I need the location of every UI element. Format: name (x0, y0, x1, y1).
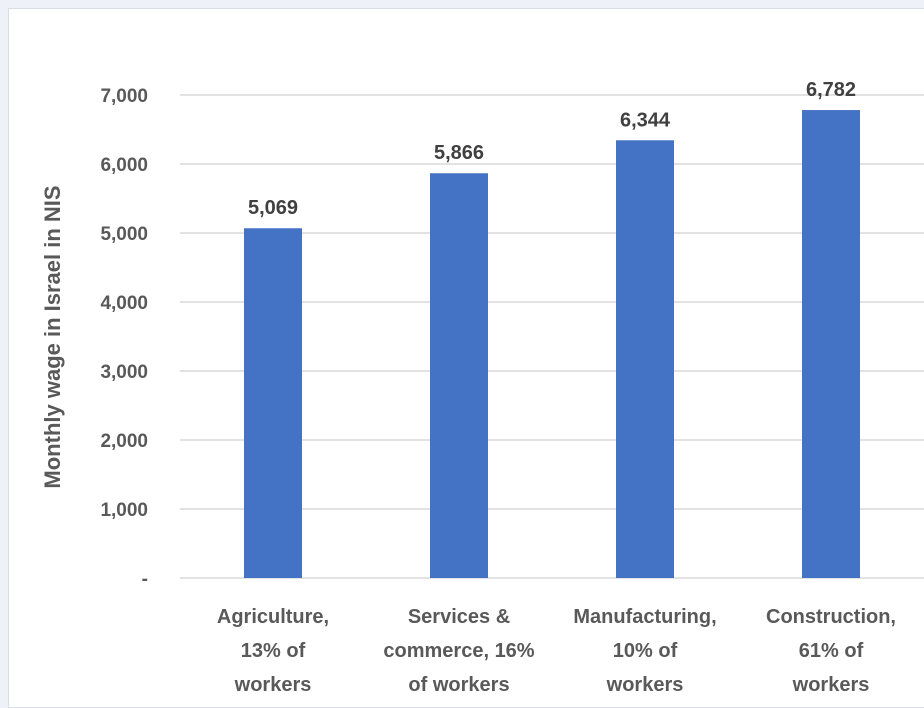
data-label: 6,782 (806, 79, 856, 101)
y-tick-label: 1,000 (100, 500, 148, 521)
x-category-label: Manufacturing, (573, 606, 716, 628)
y-tick-label: 2,000 (100, 431, 148, 452)
x-category-label: Construction, (766, 606, 896, 628)
bar (244, 228, 302, 578)
x-category-label: 13% of (241, 640, 306, 662)
bar (430, 173, 488, 578)
y-tick-label: 6,000 (100, 155, 148, 176)
x-axis-categories: Agriculture, 13% of workers Services & comme… (217, 606, 896, 696)
x-category-label: workers (606, 674, 684, 696)
gridlines (180, 94, 924, 579)
x-category-label: workers (792, 674, 870, 696)
y-axis-ticks: - 1,000 2,000 3,000 4,000 5,000 6,000 7,000 (100, 86, 148, 590)
y-tick-label: - (142, 569, 148, 590)
data-labels: 5,069 5,866 6,344 6,782 (248, 79, 856, 219)
bars (244, 110, 860, 579)
x-category-label: of workers (408, 674, 509, 696)
y-tick-label: 7,000 (100, 86, 148, 107)
data-label: 5,866 (434, 142, 484, 164)
x-category-label: workers (234, 674, 312, 696)
y-tick-label: 5,000 (100, 224, 148, 245)
y-tick-label: 4,000 (100, 293, 148, 314)
bar (802, 110, 860, 579)
x-category-label: Agriculture, (217, 606, 329, 628)
data-label: 5,069 (248, 197, 298, 219)
y-axis-label: Monthly wage in Israel in NIS (40, 185, 65, 488)
y-tick-label: 3,000 (100, 362, 148, 383)
bar (616, 140, 674, 578)
data-label: 6,344 (620, 109, 671, 131)
x-category-label: 10% of (613, 640, 678, 662)
x-category-label: Services & (408, 606, 510, 628)
x-category-label: commerce, 16% (383, 640, 534, 662)
x-category-label: 61% of (799, 640, 864, 662)
